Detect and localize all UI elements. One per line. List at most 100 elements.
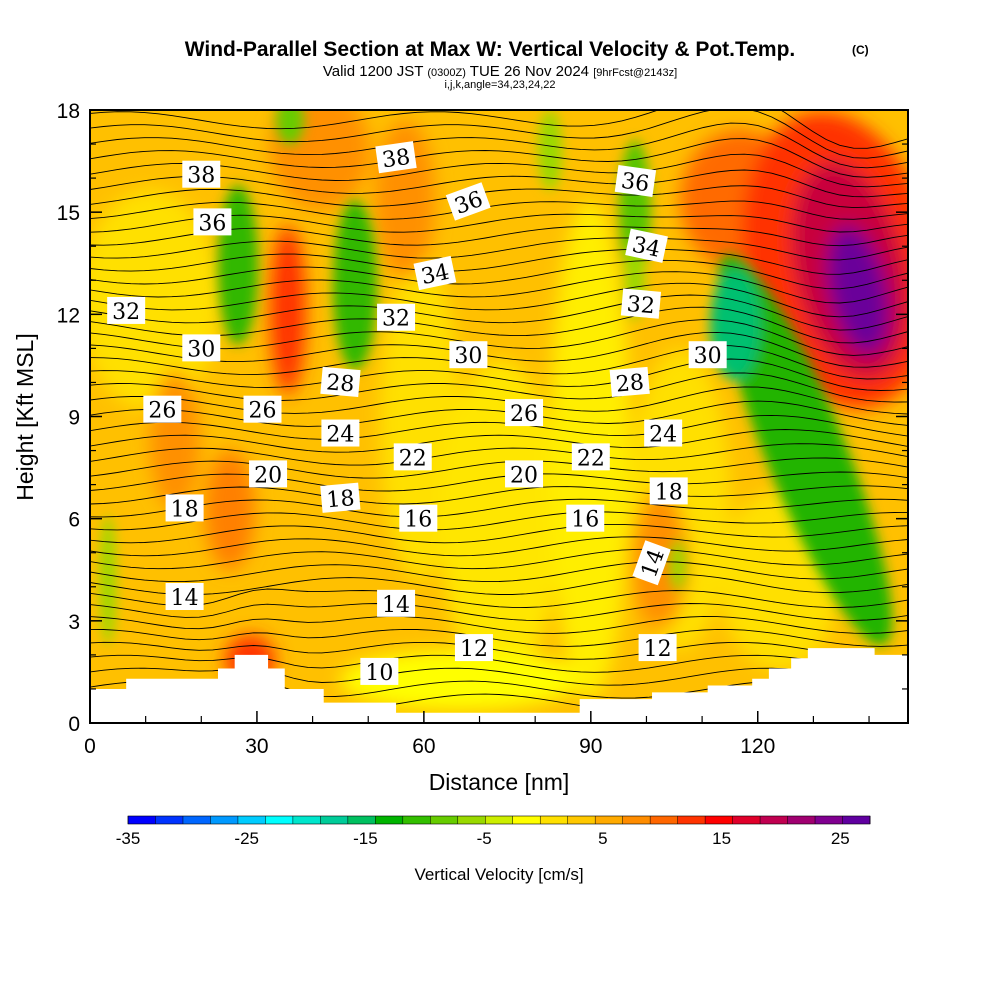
contour-label-text: 18 (655, 480, 683, 505)
contour-label-text: 34 (419, 260, 452, 290)
contour-label-text: 34 (630, 233, 663, 263)
contour-label: 28 (320, 366, 361, 398)
colorbar-swatch (760, 816, 788, 824)
contour-label-text: 24 (649, 423, 677, 448)
theta-contour-line (90, 169, 908, 198)
theta-contour-line (90, 185, 908, 209)
theta-contour-line (90, 498, 908, 518)
contour-label: 30 (182, 334, 221, 362)
contour-label-box (571, 443, 610, 471)
colorbar-swatch (265, 816, 294, 824)
colorbar-tick-label: 15 (712, 829, 731, 848)
theta-contour-line (90, 259, 908, 290)
w-field-blob (270, 225, 306, 395)
theta-contour-line (90, 345, 908, 380)
contour-label-box (182, 334, 221, 362)
w-field-blob (150, 370, 200, 510)
contour-label-box (243, 395, 282, 423)
colorbar-swatch (650, 816, 679, 824)
contour-label-box (413, 255, 457, 291)
w-field-blob (270, 110, 370, 210)
theta-contour-line (90, 471, 908, 492)
contour-label-box (321, 419, 360, 447)
contour-label-text: 38 (381, 145, 412, 174)
colorbar: -35 -25 -15 -5 5 15 25 (116, 815, 871, 848)
w-field-blob (827, 226, 889, 354)
contour-label-box (393, 443, 432, 471)
contour-label-text: 16 (571, 508, 599, 533)
contour-label-box (399, 504, 438, 532)
contour-label-text: 12 (460, 637, 488, 662)
y-tick-label: 9 (68, 407, 80, 430)
terrain-mask (90, 648, 908, 723)
theta-contour-line (90, 573, 908, 596)
colorbar-swatch (540, 816, 569, 824)
contour-label-text: 26 (148, 399, 176, 424)
theta-contour-line (90, 429, 908, 453)
contour-label: 32 (620, 288, 662, 319)
y-tick-label: 3 (68, 611, 80, 634)
colorbar-tick-label: -25 (234, 829, 259, 848)
theta-contour-line (90, 386, 908, 415)
valid-date: TUE 26 Nov 2024 (470, 63, 589, 80)
colorbar-tick-label: 25 (831, 829, 850, 848)
contour-label: 38 (375, 141, 417, 174)
contour-label-text: 22 (577, 446, 605, 471)
colorbar-tick-label: -15 (353, 829, 378, 848)
contour-label-box (505, 460, 544, 488)
contour-label: 18 (320, 482, 361, 513)
contour-label: 32 (107, 296, 146, 325)
colorbar-swatch (815, 816, 843, 824)
colorbar-swatch (155, 816, 184, 824)
colorbar-swatch (595, 816, 624, 824)
contour-label-box (320, 482, 361, 513)
theta-contour-line (90, 306, 908, 344)
contour-label: 32 (377, 303, 416, 332)
theta-contour-line (90, 122, 908, 169)
w-field-blob (440, 360, 560, 680)
colorbar-swatch (842, 816, 871, 824)
theta-contour-line (90, 294, 908, 331)
theta-contour-line (90, 282, 908, 318)
w-field-blob (380, 260, 460, 580)
contour-label-text: 36 (620, 169, 651, 198)
x-tick-label: 120 (740, 735, 775, 758)
theta-contour-line (90, 641, 908, 660)
contour-label: 24 (321, 419, 360, 448)
theta-contour-line (90, 548, 908, 570)
contour-label: 26 (505, 399, 544, 427)
contour-label: 34 (413, 255, 457, 291)
theta-contour-line (90, 248, 908, 275)
contour-label-box (360, 657, 399, 685)
chart-title-mark: (C) (852, 43, 869, 57)
contour-label-text: 26 (510, 402, 538, 427)
theta-contour-line (90, 536, 908, 557)
w-field-blob (340, 650, 580, 710)
colorbar-swatch (485, 816, 514, 824)
y-tick-label: 0 (68, 713, 80, 736)
w-field-blob (538, 110, 562, 190)
contour-label: 10 (360, 657, 399, 686)
contour-label-box (375, 141, 417, 174)
contour-label: 22 (393, 443, 432, 471)
w-field-blob (333, 200, 377, 370)
contour-label-box (505, 399, 544, 427)
colorbar-swatch (705, 816, 733, 824)
y-tick-label: 18 (57, 100, 80, 123)
theta-contour-line (90, 331, 908, 368)
contour-label-text: 12 (644, 637, 672, 662)
contour-label: 12 (454, 634, 493, 662)
contour-label-box (454, 634, 493, 662)
colorbar-swatch (292, 816, 321, 824)
theta-contour-line (90, 138, 908, 178)
contour-label-text: 32 (112, 300, 140, 325)
contour-label: 36 (193, 208, 232, 236)
contour-label-box (165, 582, 204, 610)
contour-label-text: 20 (254, 463, 282, 488)
chart-title: Wind-Parallel Section at Max W: Vertical… (185, 38, 796, 61)
colorbar-swatch (128, 816, 156, 824)
contour-label: 20 (505, 460, 544, 488)
contour-label-box (609, 366, 650, 398)
contour-label-text: 30 (187, 337, 215, 362)
